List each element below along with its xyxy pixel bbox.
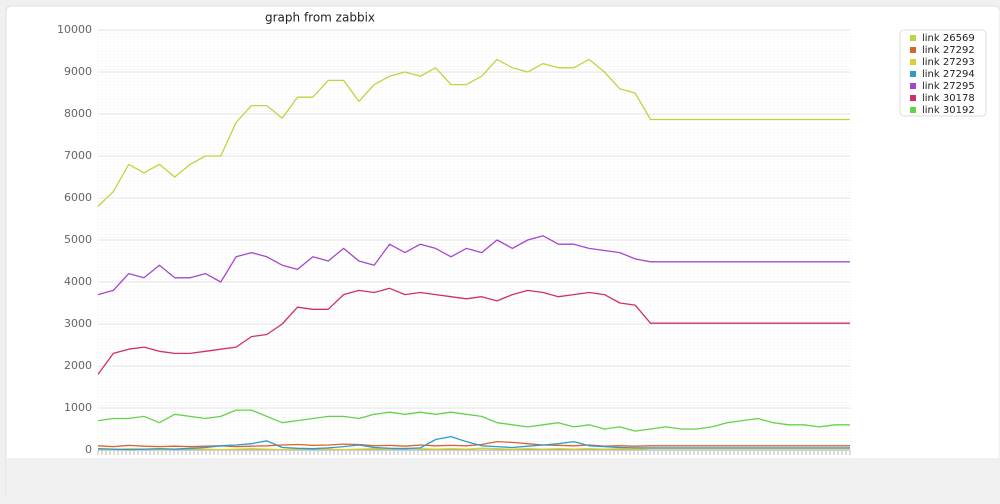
footer [6,458,1000,500]
y-tick-label: 2000 [64,359,92,372]
legend-swatch [910,107,916,113]
legend-label: link 27292 [922,45,975,56]
y-tick-label: 8000 [64,107,92,120]
legend-swatch [910,35,916,41]
y-tick-label: 3000 [64,317,92,330]
legend-label: link 26569 [922,33,975,44]
series-line [97,287,850,375]
chart-title: graph from zabbix [265,11,375,25]
panel [5,5,1000,501]
legend-swatch [910,47,916,53]
legend-swatch [910,59,916,65]
y-tick-label: 5000 [64,233,92,246]
legend-label: link 27293 [922,57,975,68]
y-tick-label: 1000 [64,401,92,414]
legend-label: link 30178 [922,93,975,104]
legend-swatch [910,83,916,89]
y-tick-label: 6000 [64,191,92,204]
y-tick-label: 7000 [64,149,92,162]
series-line [97,409,850,432]
y-tick-label: 10000 [57,23,92,36]
series-line [97,435,850,451]
legend-swatch [910,95,916,101]
y-tick-label: 0 [85,443,92,456]
y-tick-label: 4000 [64,275,92,288]
series-line [97,235,850,296]
series-line [97,58,850,207]
legend-label: link 27294 [922,69,975,80]
legend-label: link 30192 [922,105,975,116]
y-tick-label: 9000 [64,65,92,78]
legend [899,29,987,117]
legend-label: link 27295 [922,81,975,92]
legend-swatch [910,71,916,77]
